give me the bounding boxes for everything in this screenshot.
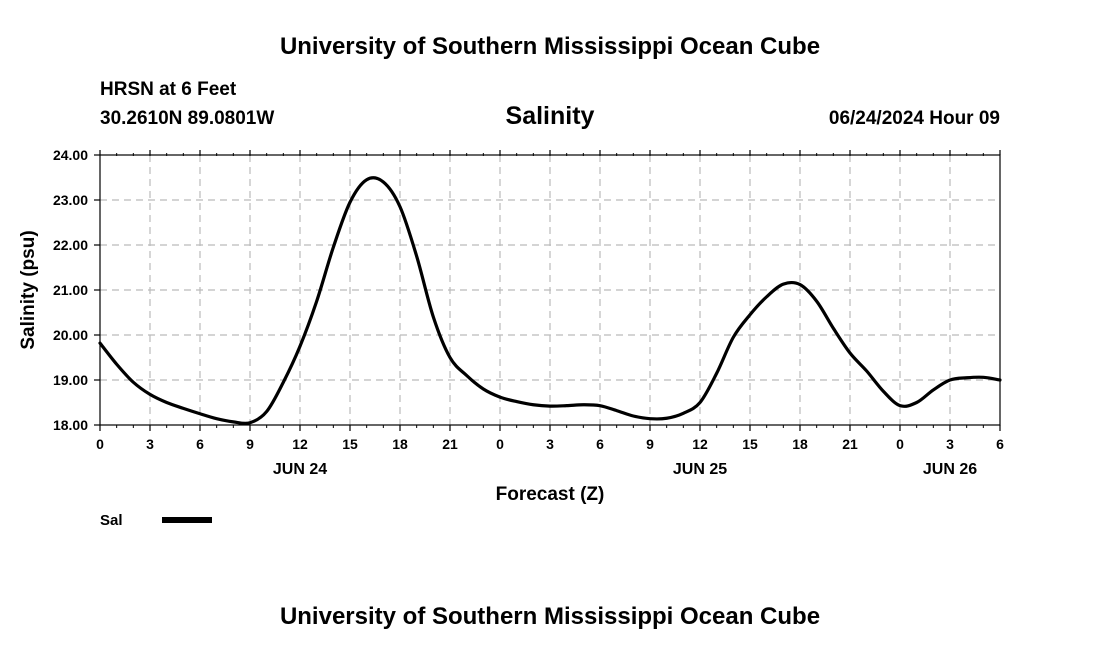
- x-tick-label: 9: [246, 436, 254, 452]
- x-tick-label: 6: [596, 436, 604, 452]
- y-tick-label: 19.00: [53, 372, 88, 388]
- x-tick-label: 3: [546, 436, 554, 452]
- y-tick-label: 23.00: [53, 192, 88, 208]
- x-tick-label: 18: [392, 436, 408, 452]
- station-coordinates: 30.2610N 89.0801W: [100, 108, 274, 129]
- forecast-timestamp: 06/24/2024 Hour 09: [829, 108, 1000, 129]
- x-tick-label: 0: [496, 436, 504, 452]
- station-label: HRSN at 6 Feet: [100, 79, 237, 100]
- x-tick-label: 12: [692, 436, 708, 452]
- y-tick-label: 24.00: [53, 147, 88, 163]
- chart-title: Salinity: [506, 102, 595, 130]
- day-label: JUN 24: [273, 461, 327, 478]
- x-tick-label: 15: [342, 436, 358, 452]
- x-tick-label: 18: [792, 436, 808, 452]
- y-tick-label: 20.00: [53, 327, 88, 343]
- legend-label: Sal: [100, 512, 123, 529]
- plot-frame: [99, 154, 1001, 426]
- x-tick-label: 0: [96, 436, 104, 452]
- x-tick-label: 15: [742, 436, 758, 452]
- y-tick-labels: 18.00 19.00 20.00 21.00 22.00 23.00 24.00: [53, 147, 88, 433]
- day-label: JUN 26: [923, 461, 977, 478]
- x-tick-label: 12: [292, 436, 308, 452]
- y-tick-label: 22.00: [53, 237, 88, 253]
- grid-lines: [100, 155, 1000, 425]
- day-labels: JUN 24 JUN 25 JUN 26: [273, 461, 977, 478]
- y-tick-label: 21.00: [53, 282, 88, 298]
- x-tick-label: 0: [896, 436, 904, 452]
- y-tick-label: 18.00: [53, 417, 88, 433]
- day-label: JUN 25: [673, 461, 727, 478]
- x-tick-labels: 0 3 6 9 12 15 18 21 0 3 6 9 12 15 18 21 0 3 6: [96, 436, 1004, 452]
- x-axis-label: Forecast (Z): [496, 484, 605, 505]
- salinity-series-line: [98, 176, 1002, 426]
- x-tick-label: 6: [996, 436, 1004, 452]
- x-tick-label: 3: [946, 436, 954, 452]
- footer-title: University of Southern Mississippi Ocean…: [280, 603, 820, 630]
- page-title: University of Southern Mississippi Ocean…: [280, 33, 820, 60]
- y-axis-label: Salinity (psu): [18, 230, 39, 349]
- x-tick-label: 6: [196, 436, 204, 452]
- x-tick-label: 21: [442, 436, 458, 452]
- x-tick-label: 3: [146, 436, 154, 452]
- x-tick-label: 9: [646, 436, 654, 452]
- x-tick-label: 21: [842, 436, 858, 452]
